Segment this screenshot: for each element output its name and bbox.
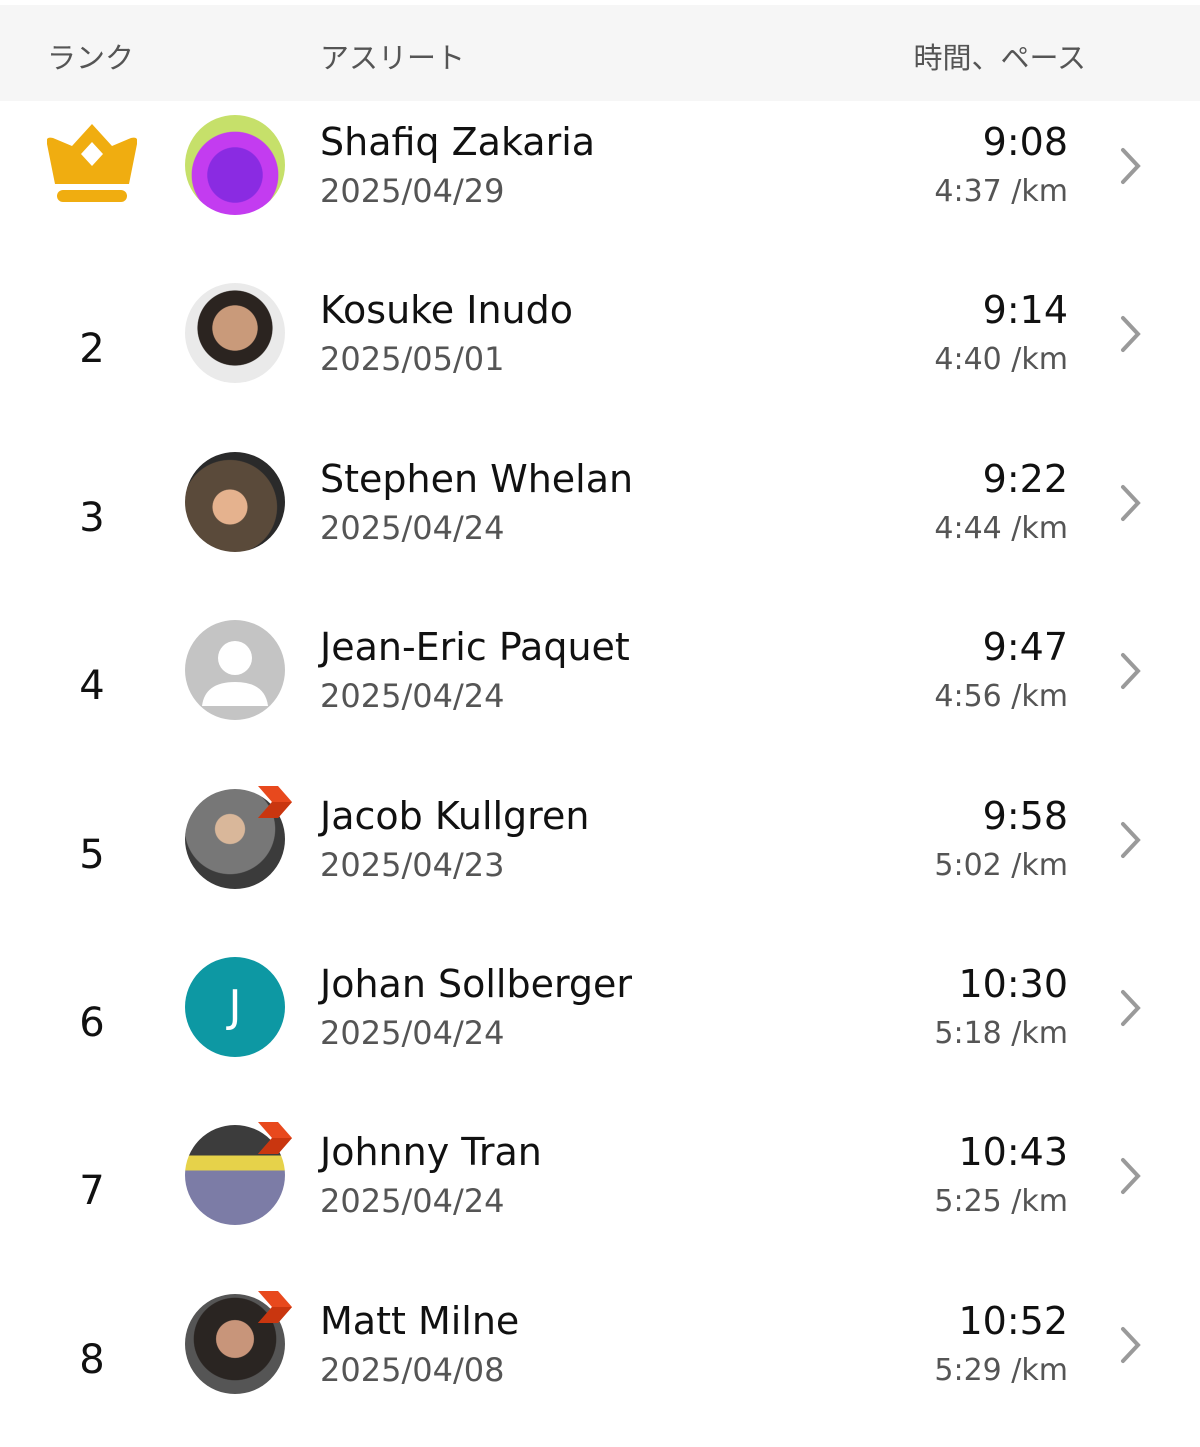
effort-time: 10:52	[958, 1298, 1068, 1343]
avatar[interactable]	[185, 1125, 285, 1226]
chevron-right-icon[interactable]	[1118, 1156, 1144, 1196]
effort-time: 9:14	[982, 288, 1068, 333]
effort-time: 9:47	[982, 625, 1068, 670]
subscriber-badge-icon	[258, 785, 292, 818]
activity-date: 2025/04/24	[320, 1014, 505, 1052]
avatar[interactable]	[185, 115, 285, 215]
leaderboard-row[interactable]: 4 Jean-Eric Paquet 2025/04/24 9:47 4:56 /…	[0, 605, 1200, 773]
rank-number: 7	[79, 1168, 105, 1215]
athlete-name[interactable]: Kosuke Inudo	[320, 288, 574, 333]
leaderboard-row[interactable]: 7 Johnny Tran 2025/04/24 10:43 5:25 /km	[0, 1110, 1200, 1278]
effort-time: 9:22	[982, 456, 1068, 501]
effort-pace: 5:02 /km	[934, 847, 1068, 883]
chevron-right-icon[interactable]	[1118, 1325, 1144, 1365]
effort-time: 9:58	[982, 793, 1068, 838]
subscriber-badge-icon	[258, 1290, 292, 1323]
athlete-name[interactable]: Shafiq Zakaria	[320, 120, 596, 164]
avatar[interactable]: J	[185, 957, 285, 1057]
leaderboard-row[interactable]: 3 Stephen Whelan 2025/04/24 9:22 4:44 /km	[0, 437, 1200, 605]
subscriber-badge-icon	[258, 1122, 292, 1155]
crown-icon	[47, 124, 137, 202]
avatar[interactable]	[185, 788, 285, 889]
activity-date: 2025/05/01	[320, 340, 505, 379]
athlete-name[interactable]: Matt Milne	[320, 1298, 520, 1343]
rank-number: 8	[79, 1336, 105, 1383]
activity-date: 2025/04/23	[320, 845, 505, 884]
activity-date: 2025/04/08	[320, 1350, 505, 1389]
leaderboard-row[interactable]: 5 Jacob Kullgren 2025/04/23 9:58 5:02 /km	[0, 774, 1200, 942]
activity-date: 2025/04/24	[320, 508, 505, 547]
avatar[interactable]	[185, 1293, 285, 1394]
avatar[interactable]	[185, 283, 285, 384]
avatar[interactable]	[185, 451, 285, 552]
chevron-right-icon[interactable]	[1118, 146, 1144, 186]
chevron-right-icon[interactable]	[1118, 483, 1144, 523]
effort-pace: 5:18 /km	[934, 1016, 1068, 1051]
header-rank: ランク	[47, 41, 135, 75]
rank-number: 3	[79, 494, 105, 541]
chevron-right-icon[interactable]	[1118, 820, 1144, 860]
leaderboard-row[interactable]: 6 J Johan Sollberger 2025/04/24 10:30 5:18…	[0, 942, 1200, 1110]
header-time-pace: 時間、ペース	[913, 41, 1086, 75]
chevron-right-icon[interactable]	[1118, 988, 1144, 1028]
activity-date: 2025/04/24	[320, 1182, 505, 1221]
athlete-name[interactable]: Johan Sollberger	[320, 962, 633, 1006]
avatar[interactable]	[185, 620, 285, 721]
default-user-icon	[202, 641, 268, 707]
effort-time: 10:30	[958, 962, 1068, 1006]
leaderboard-row[interactable]: 2 Kosuke Inudo 2025/05/01 9:14 4:40 /km	[0, 268, 1200, 436]
leaderboard-header: ランク アスリート 時間、ペース	[0, 5, 1200, 101]
effort-time: 9:08	[982, 120, 1068, 164]
effort-pace: 4:40 /km	[934, 342, 1068, 378]
effort-pace: 5:25 /km	[934, 1184, 1068, 1220]
rank-number: 5	[79, 831, 105, 878]
athlete-name[interactable]: Jean-Eric Paquet	[320, 625, 630, 670]
rank-number: 4	[79, 663, 105, 710]
athlete-name[interactable]: Stephen Whelan	[320, 456, 634, 501]
header-athlete: アスリート	[320, 41, 466, 75]
rank-number: 2	[79, 326, 105, 373]
effort-pace: 5:29 /km	[934, 1352, 1068, 1388]
leaderboard-row[interactable]: Shafiq Zakaria 2025/04/29 9:08 4:37 /km	[0, 100, 1200, 268]
leaderboard-row[interactable]: 8 Matt Milne 2025/04/08 10:52 5:29 /km	[0, 1279, 1200, 1447]
activity-date: 2025/04/29	[320, 172, 505, 210]
athlete-name[interactable]: Johnny Tran	[320, 1130, 542, 1175]
effort-pace: 4:44 /km	[934, 510, 1068, 546]
effort-pace: 4:56 /km	[934, 679, 1068, 715]
rank-number: 6	[79, 1000, 105, 1046]
chevron-right-icon[interactable]	[1118, 314, 1144, 354]
activity-date: 2025/04/24	[320, 677, 505, 716]
athlete-name[interactable]: Jacob Kullgren	[320, 793, 590, 838]
chevron-right-icon[interactable]	[1118, 651, 1144, 691]
effort-time: 10:43	[958, 1130, 1068, 1175]
effort-pace: 4:37 /km	[934, 174, 1068, 209]
